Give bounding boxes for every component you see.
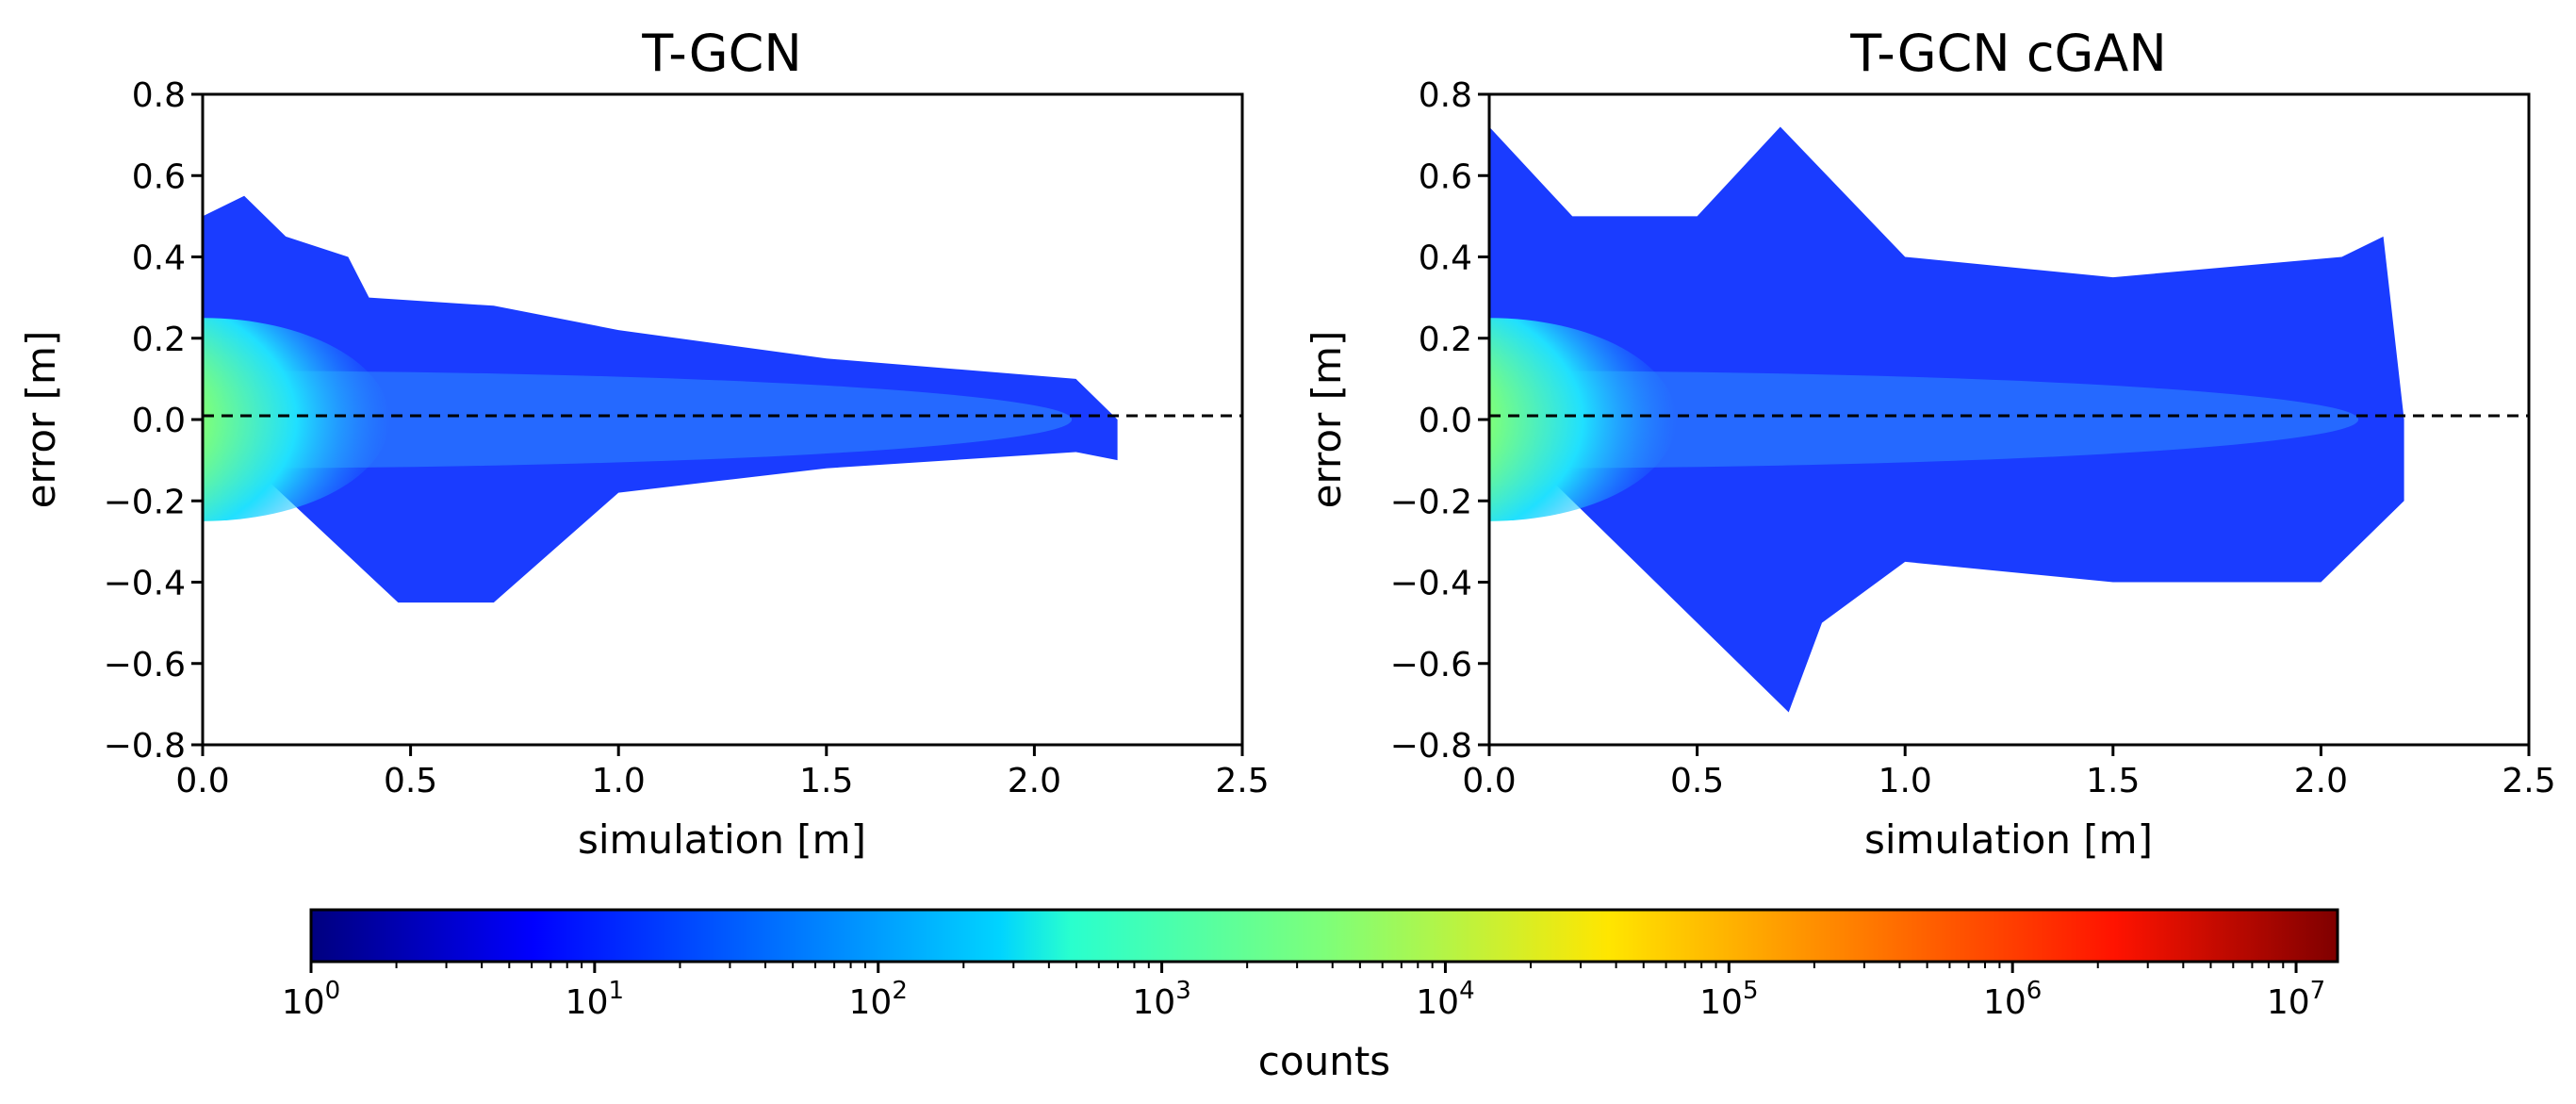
colorbar-gradient [309, 908, 2339, 964]
x-tick-label: 0.5 [1670, 762, 1724, 800]
x-axis-label: simulation [m] [578, 816, 866, 863]
y-tick-label: 0.2 [1419, 321, 1472, 359]
x-tick-label: 1.5 [2086, 762, 2140, 800]
x-tick-label: 1.5 [799, 762, 853, 800]
colorbar-tick-label: 103 [1132, 977, 1190, 1022]
colorbar-label: counts [1258, 1038, 1390, 1084]
y-tick-label: 0.4 [1419, 239, 1472, 278]
x-tick-label: 2.5 [1215, 762, 1269, 800]
x-axis: 0.0 0.5 1.0 1.5 2.0 2.5 [1462, 745, 2556, 800]
x-tick-label: 2.5 [2502, 762, 2555, 800]
x-tick-label: 2.0 [2294, 762, 2348, 800]
plot-title: T-GCN cGAN [1849, 24, 2166, 83]
y-tick-label: 0.6 [132, 157, 186, 196]
x-tick-label: 1.0 [1879, 762, 1932, 800]
heatmap-body [203, 195, 1118, 603]
y-tick-label: −0.2 [1390, 483, 1472, 521]
y-axis-label: error [m] [1304, 331, 1350, 509]
x-tick-label: 0.0 [1462, 762, 1516, 800]
plot-title: T-GCN [641, 24, 801, 83]
plot-t-gcn: T-GCN 0.0 0.5 1.0 1.5 2.0 2.5 0.8 0.6 0.4 0.2 0.0… [18, 24, 1270, 863]
x-tick-label: 0.5 [384, 762, 437, 800]
density-region-mid [1489, 371, 2358, 469]
y-axis: 0.8 0.6 0.4 0.2 0.0 −0.2 −0.4 −0.6 −0.8 [104, 76, 203, 766]
density-region-mid [203, 371, 1072, 469]
x-axis-label: simulation [m] [1864, 816, 2153, 863]
colorbar-tick-label: 102 [849, 977, 908, 1022]
y-tick-label: 0.6 [1419, 157, 1472, 196]
x-axis: 0.0 0.5 1.0 1.5 2.0 2.5 [175, 745, 1270, 800]
plot-t-gcn-cgan: T-GCN cGAN 0.0 0.5 1.0 1.5 2.0 2.5 0.80.60.40… [1304, 24, 2556, 863]
colorbar-ticks: 100 101 102 103 104 105 106 107 [282, 962, 2325, 1022]
y-axis-label: error [m] [18, 331, 64, 509]
density-region-high [203, 318, 390, 521]
colorbar-tick-label: 107 [2267, 977, 2325, 1022]
y-tick-label: −0.6 [104, 646, 186, 684]
y-tick-label: −0.8 [1390, 727, 1472, 766]
heatmap-density [1489, 126, 2404, 713]
y-tick-label: −0.4 [104, 565, 186, 603]
x-tick-label: 0.0 [175, 762, 229, 800]
colorbar-tick-label: 104 [1416, 977, 1474, 1022]
colorbar-tick-label: 100 [282, 977, 340, 1022]
y-tick-label: −0.2 [104, 483, 186, 521]
x-tick-label: 1.0 [592, 762, 646, 800]
y-tick-label: 0.0 [1419, 402, 1472, 440]
y-tick-label: −0.4 [1390, 565, 1472, 603]
heatmap-body [1489, 126, 2404, 713]
y-tick-label: 0.0 [132, 402, 186, 440]
x-tick-label: 2.0 [1008, 762, 1061, 800]
colorbar: 100 101 102 103 104 105 106 107 counts [282, 908, 2339, 1084]
y-tick-label: −0.8 [104, 727, 186, 766]
y-tick-label: 0.4 [132, 239, 186, 278]
y-tick-label: 0.8 [1419, 76, 1472, 115]
colorbar-tick-label: 101 [566, 977, 624, 1022]
y-tick-label: 0.2 [132, 321, 186, 359]
y-axis: 0.8 0.6 0.4 0.2 0.0 −0.2 −0.4 −0.6 −0.8 [1390, 76, 1489, 766]
density-region-high [1489, 318, 1677, 521]
heatmap-density [203, 195, 1118, 603]
y-tick-label: −0.6 [1390, 646, 1472, 684]
colorbar-tick-label: 105 [1699, 977, 1758, 1022]
colorbar-tick-label: 106 [1983, 977, 2042, 1022]
y-tick-label: 0.8 [132, 76, 186, 115]
